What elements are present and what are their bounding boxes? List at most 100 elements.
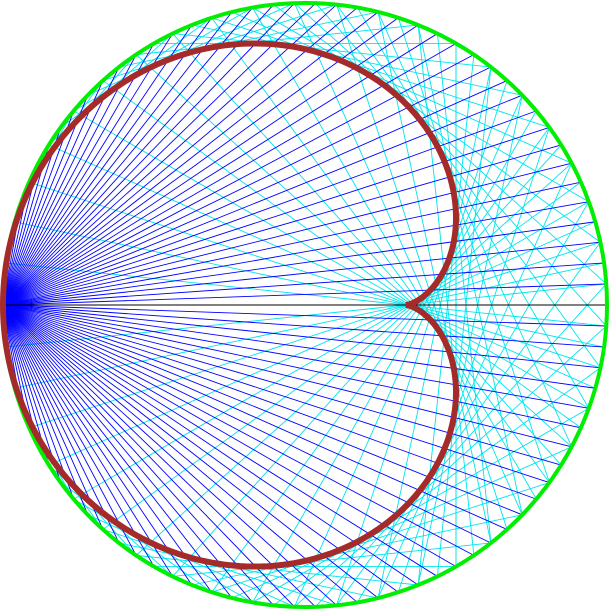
reflected-ray: [436, 33, 492, 544]
incident-ray: [2, 304, 438, 577]
incident-ray: [2, 17, 213, 306]
reflected-ray: [211, 17, 550, 128]
reflected-ray: [102, 80, 582, 429]
reflected-ray: [48, 144, 596, 389]
incident-ray: [2, 304, 572, 448]
reflected-ray: [377, 11, 492, 544]
incident-ray: [2, 221, 596, 306]
reflected-ray: [172, 144, 562, 577]
cardioid-caustic: [0, 40, 460, 570]
reflected-ray: [191, 24, 523, 96]
incident-ray: [2, 127, 550, 306]
incident-ray: [2, 201, 589, 306]
incident-ray: [2, 304, 596, 389]
reflected-ray: [28, 241, 601, 429]
incident-ray: [2, 11, 233, 306]
reflected-ray: [211, 17, 550, 483]
incident-ray: [2, 110, 537, 306]
incident-ray: [2, 304, 104, 530]
incident-ray: [2, 304, 581, 429]
incident-ray: [2, 11, 379, 306]
incident-ray: [2, 304, 589, 409]
reflected-ray: [294, 325, 607, 608]
reflected-ray: [252, 407, 590, 603]
incident-ray: [2, 43, 155, 306]
incident-ray: [2, 80, 508, 306]
reflected-ray: [231, 446, 572, 599]
reflected-ray: [102, 529, 337, 606]
incident-ray: [2, 33, 438, 306]
incident-ray: [2, 304, 601, 369]
incident-ray: [2, 241, 601, 306]
reflected-ray: [357, 7, 590, 409]
incident-ray: [2, 304, 295, 608]
reflected-ray: [102, 181, 582, 530]
reflected-ray: [336, 80, 508, 606]
incident-ray: [2, 144, 562, 306]
incident-ray: [2, 304, 173, 577]
incident-ray: [2, 181, 581, 306]
incident-ray: [2, 2, 316, 306]
incident-ray: [2, 304, 137, 556]
incident-ray: [2, 304, 537, 500]
reflected-ray: [417, 24, 475, 556]
incident-ray: [2, 7, 253, 306]
incident-ray: [2, 304, 419, 586]
incident-ray: [2, 304, 379, 599]
reflected-ray: [14, 221, 605, 348]
incident-ray: [2, 33, 173, 306]
incident-ray: [2, 24, 419, 306]
reflected-ray: [336, 241, 601, 606]
reflected-ray: [294, 95, 523, 607]
incident-ray: [2, 304, 457, 567]
incident-ray: [2, 304, 475, 556]
reflected-ray: [417, 24, 523, 515]
reflected-ray: [231, 11, 572, 164]
incident-ray: [2, 43, 457, 306]
incident-ray: [2, 4, 337, 306]
incident-ray: [2, 304, 508, 530]
reflected-ray: [294, 2, 607, 285]
reflected-ray: [118, 11, 379, 68]
reflected-ray: [436, 66, 492, 577]
incident-ray: [2, 304, 120, 544]
reflected-ray: [73, 201, 590, 500]
incident-ray: [2, 304, 233, 599]
incident-ray: [2, 80, 104, 306]
incident-ray: [2, 95, 89, 306]
reflected-ray: [377, 11, 573, 447]
reflected-ray: [73, 110, 590, 409]
incident-ray: [2, 304, 75, 500]
reflected-ray: [357, 201, 590, 603]
incident-ray: [2, 304, 550, 483]
incident-ray: [2, 54, 475, 306]
reflected-ray: [377, 66, 492, 599]
incident-ray: [2, 4, 274, 306]
reflected-ray: [252, 7, 590, 203]
incident-ray: [2, 304, 274, 606]
incident-ray: [2, 304, 337, 606]
incident-ray: [2, 110, 75, 306]
incident-ray: [2, 7, 358, 306]
incident-ray: [2, 304, 562, 466]
incident-ray: [2, 304, 523, 516]
incident-ray: [2, 304, 399, 593]
incident-ray: [2, 304, 193, 586]
incident-ray: [2, 304, 358, 603]
incident-ray: [2, 304, 155, 567]
incident-ray: [2, 54, 137, 306]
incident-ray: [2, 304, 316, 608]
reflected-ray: [273, 367, 601, 606]
reflected-ray: [14, 262, 605, 389]
reflected-ray: [315, 2, 607, 327]
incident-ray: [2, 94, 523, 306]
reflected-ray: [294, 3, 523, 515]
reflected-ray: [102, 4, 337, 81]
incident-ray: [2, 17, 399, 306]
incident-ray: [2, 304, 213, 593]
incident-ray: [2, 162, 572, 306]
reflected-ray: [273, 4, 601, 243]
incident-ray: [2, 262, 605, 306]
